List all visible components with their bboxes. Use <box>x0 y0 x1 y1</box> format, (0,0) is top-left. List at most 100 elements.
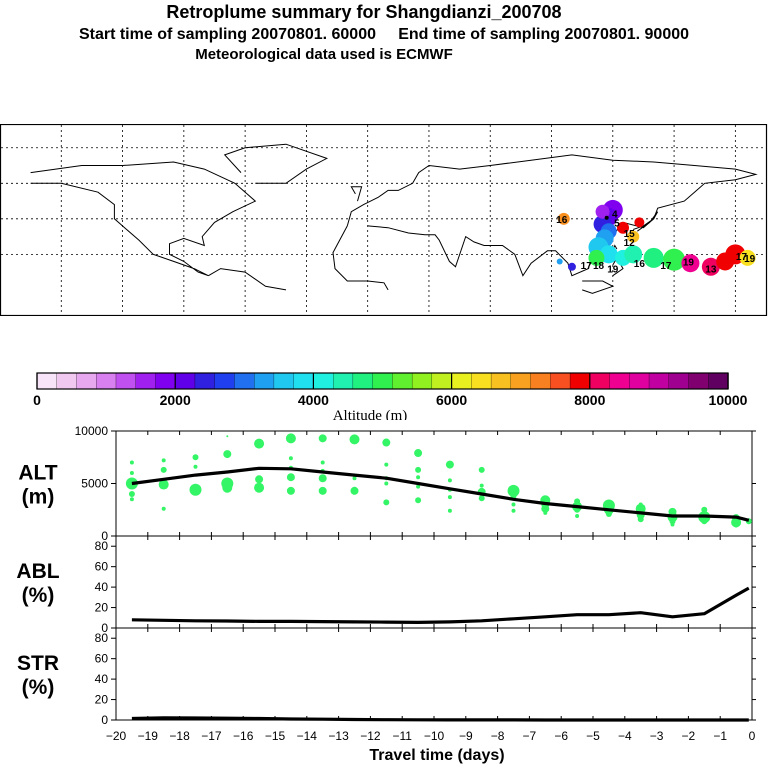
y-axis-label-unit: (m) <box>22 486 55 509</box>
y-tick-label: 40 <box>95 580 109 594</box>
alt-scatter-point <box>384 462 389 467</box>
plume-marker <box>643 247 664 268</box>
colorbar-tick-label: 4000 <box>298 392 329 408</box>
alt-scatter-point <box>415 466 422 473</box>
x-tick-label: −15 <box>265 729 286 743</box>
y-tick-label: 60 <box>95 560 109 574</box>
colorbar-swatch <box>234 372 255 390</box>
plume-marker <box>739 249 756 266</box>
plume-day-label: 17 <box>581 261 593 272</box>
x-tick-label: −14 <box>297 729 318 743</box>
plume-day-label: 17 <box>736 252 748 263</box>
plume-day-label: 15 <box>624 229 636 240</box>
alt-scatter-point <box>352 476 357 481</box>
alt-scatter-point <box>160 466 167 473</box>
alt-scatter-point <box>129 497 134 502</box>
alt-scatter-point <box>384 481 389 486</box>
alt-scatter-point <box>222 482 233 493</box>
colorbar-swatch <box>609 372 630 390</box>
x-tick-label: −1 <box>713 729 727 743</box>
plume-marker <box>588 249 605 266</box>
y-tick-label: 5000 <box>81 477 108 491</box>
colorbar-swatch <box>56 372 78 390</box>
plume-marker <box>557 212 570 225</box>
alt-scatter-point <box>416 484 421 489</box>
alt-scatter-point <box>193 464 198 469</box>
colorbar-swatch <box>530 372 551 390</box>
x-tick-label: −10 <box>424 729 445 743</box>
alt-scatter-point <box>223 450 232 459</box>
y-axis-label-unit: (%) <box>22 676 55 699</box>
plume-day-label: 17 <box>660 261 672 272</box>
alt-scatter-point <box>638 502 643 507</box>
plume-day-label: 5 <box>614 218 620 229</box>
plume-day-label: 16 <box>634 259 646 270</box>
altitude-colorbar: 0 2000 4000 6000 8000 10000 Altitude (m) <box>33 372 748 420</box>
alt-scatter-point <box>192 454 199 461</box>
alt-scatter-point <box>285 433 296 444</box>
coastline <box>350 186 363 202</box>
alt-scatter-point <box>189 483 202 496</box>
plume-marker <box>663 248 686 271</box>
colorbar-swatch <box>313 372 334 390</box>
colorbar-swatch <box>589 372 611 390</box>
alt-scatter-point <box>320 460 325 465</box>
colorbar-swatch <box>688 372 709 390</box>
alt-scatter-point <box>415 497 422 504</box>
alt-scatter-point <box>734 523 739 528</box>
alt-scatter-point <box>416 475 421 480</box>
colorbar-swatch <box>510 372 532 390</box>
alt-scatter-point <box>637 516 644 523</box>
alt-scatter-point <box>541 504 550 513</box>
plot-frame-alt <box>115 430 753 537</box>
x-tick-label: −19 <box>138 729 159 743</box>
alt-scatter-point <box>445 460 454 469</box>
y-tick-label: 80 <box>95 631 109 645</box>
y-axis-label: ABL <box>16 560 59 583</box>
colorbar-swatch <box>194 372 216 390</box>
plume-marker <box>627 230 640 243</box>
colorbar-swatch <box>550 372 571 390</box>
x-axis-label: Travel time (days) <box>369 747 504 764</box>
x-tick-label: −12 <box>360 729 381 743</box>
x-tick-label: 0 <box>749 729 756 743</box>
plume-day-label: 12 <box>624 238 636 249</box>
colorbar-swatch <box>648 372 670 390</box>
x-tick-label: −9 <box>459 729 473 743</box>
alt-scatter-point <box>669 518 676 525</box>
colorbar-swatch <box>372 372 394 390</box>
colorbar-swatch <box>451 372 472 390</box>
alt-scatter-point <box>670 522 675 527</box>
alt-scatter-point <box>511 502 516 507</box>
time-series-plots: 1000050000ALT(m)806040200ABL(%)806040200… <box>16 424 756 764</box>
plume-marker <box>595 204 610 219</box>
x-tick-label: −13 <box>328 729 349 743</box>
series-line-abl <box>131 586 750 624</box>
x-tick-label: −8 <box>491 729 505 743</box>
alt-scatter-point <box>701 506 708 513</box>
alt-scatter-point <box>507 484 520 497</box>
y-tick-label: 20 <box>95 601 109 615</box>
colorbar-tick-label: 6000 <box>436 392 467 408</box>
y-tick-label: 0 <box>101 621 108 635</box>
colorbar-tick-label: 10000 <box>709 392 748 408</box>
x-tick-label: −17 <box>201 729 222 743</box>
alt-scatter-point <box>447 478 452 483</box>
x-tick-label: −5 <box>586 729 600 743</box>
alt-scatter-point <box>479 483 484 488</box>
colorbar-tick-label: 8000 <box>574 392 605 408</box>
plume-day-label: 4 <box>612 209 618 220</box>
alt-scatter-point <box>226 435 229 438</box>
x-tick-label: −16 <box>233 729 254 743</box>
colorbar-swatch <box>569 372 591 390</box>
colorbar-tick-label: 2000 <box>160 392 191 408</box>
plume-marker <box>617 221 630 234</box>
plume-marker <box>681 254 700 273</box>
alt-scatter-point <box>318 474 327 483</box>
y-axis-label: STR <box>17 652 59 675</box>
plume-day-label: 18 <box>593 261 605 272</box>
colorbar-swatch <box>708 372 729 390</box>
plume-marker <box>634 217 645 228</box>
alt-scatter-point <box>254 438 265 449</box>
